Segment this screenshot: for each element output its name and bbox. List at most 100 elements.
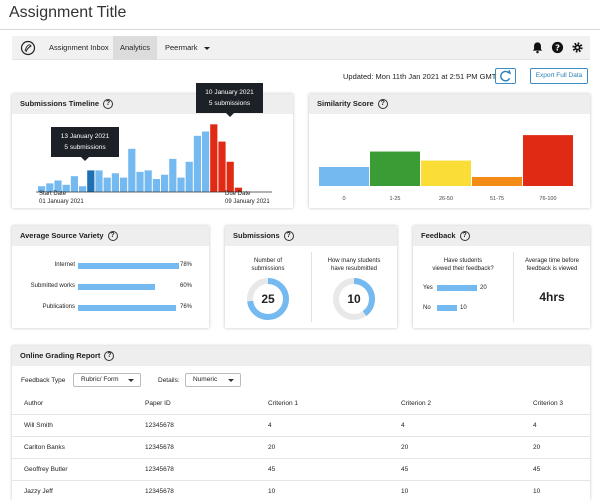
export-full-data-button[interactable]: Export Full Data	[530, 68, 588, 84]
table-cell: 20	[533, 444, 541, 451]
tab-assignment-inbox[interactable]: Assignment Inbox	[49, 43, 109, 52]
refresh-button[interactable]	[495, 68, 516, 84]
bell-icon[interactable]	[531, 41, 544, 54]
table-cell: 45	[268, 466, 276, 473]
timeline-bar[interactable]	[54, 180, 62, 192]
timeline-bar[interactable]	[234, 187, 242, 192]
help-icon[interactable]: ?	[104, 351, 115, 362]
similarity-bar[interactable]	[523, 135, 573, 186]
timeline-bar[interactable]	[218, 141, 226, 192]
label-line: Number of	[253, 258, 282, 264]
timeline-bar[interactable]	[120, 177, 128, 192]
due-date-value: 09 January 2021	[225, 199, 270, 205]
timeline-bar[interactable]	[136, 171, 144, 192]
table-cell: 20	[401, 444, 409, 451]
due-date-label: Due Date	[225, 191, 251, 197]
submissions-card: Submissions? Number of submissions 25 Ho…	[225, 226, 397, 328]
timeline-bar[interactable]	[111, 173, 119, 192]
gear-icon[interactable]	[571, 41, 584, 54]
tooltip-count: 5 submissions	[64, 144, 106, 151]
label-line: How many students	[327, 258, 381, 264]
column-header[interactable]: Author	[24, 400, 44, 407]
column-header[interactable]: Criterion 1	[268, 400, 298, 407]
help-icon[interactable]: ?	[107, 231, 118, 242]
variety-label: Submitted works	[30, 283, 75, 289]
timeline-bar[interactable]	[177, 177, 185, 192]
similarity-bar[interactable]	[319, 166, 369, 186]
tab-peermark[interactable]: Peermark	[158, 36, 217, 60]
yes-label: Yes	[423, 285, 433, 291]
label-line: Average time before	[525, 258, 579, 264]
table-cell: 10	[268, 488, 276, 495]
card-title: Submissions	[233, 231, 280, 240]
source-variety-card: Average Source Variety? Internet 78% Subm…	[12, 226, 209, 328]
table-row[interactable]: Jazzy Jeff 12345678 10 10 10	[12, 481, 590, 500]
similarity-bar[interactable]	[472, 176, 522, 186]
variety-pct: 78%	[180, 262, 193, 268]
timeline-bar[interactable]	[169, 158, 177, 192]
card-title: Feedback	[421, 231, 456, 240]
tooltip-10-january: 10 January 2021 5 submissions	[196, 83, 263, 117]
timeline-bar[interactable]	[46, 183, 54, 192]
timeline-bar[interactable]	[144, 170, 152, 192]
page-title: Assignment Title	[9, 4, 127, 21]
app-logo-icon[interactable]	[20, 40, 36, 56]
column-header[interactable]: Criterion 2	[401, 400, 431, 407]
help-icon[interactable]: ?	[551, 41, 564, 54]
variety-pct: 76%	[180, 304, 193, 310]
similarity-score-card: Similarity Score? 0 1-25 26-50 51-75 76-100	[309, 94, 590, 208]
divider	[311, 252, 312, 322]
card-header: Feedback?	[413, 226, 590, 246]
nav-bar: Assignment Inbox Analytics Peermark ?	[12, 36, 590, 60]
table-row[interactable]: Carlton Banks 12345678 20 20 20	[12, 437, 590, 459]
timeline-bar[interactable]	[95, 170, 103, 192]
column-header[interactable]: Paper ID	[145, 400, 171, 407]
timeline-bar[interactable]	[103, 177, 111, 192]
similarity-bar[interactable]	[421, 160, 471, 186]
table-cell: 45	[533, 466, 541, 473]
timeline-bar[interactable]	[70, 176, 78, 192]
card-header: Online Grading Report?	[12, 346, 590, 366]
divider	[513, 252, 514, 322]
timeline-bar[interactable]	[226, 161, 234, 192]
similarity-tick-label: 0	[342, 196, 345, 202]
feedback-type-select[interactable]: Rubric/ Form	[73, 373, 141, 387]
variety-label: Publications	[42, 304, 75, 310]
timeline-bar[interactable]	[193, 135, 201, 192]
help-icon[interactable]: ?	[103, 99, 114, 110]
timeline-bar[interactable]	[185, 161, 193, 192]
details-select[interactable]: Numeric	[185, 373, 241, 387]
column-header[interactable]: Criterion 3	[533, 400, 563, 407]
timeline-bar[interactable]	[38, 186, 46, 192]
label-line: have resubmitted	[330, 266, 378, 272]
tab-analytics[interactable]: Analytics	[113, 36, 158, 60]
table-row[interactable]: Geoffrey Butler 12345678 45 45 45	[12, 459, 590, 481]
timeline-bar[interactable]	[161, 174, 169, 192]
timeline-bar[interactable]	[210, 124, 218, 192]
timeline-bar[interactable]	[87, 170, 95, 192]
similarity-tick-label: 1-25	[389, 196, 400, 202]
help-icon[interactable]: ?	[377, 99, 388, 110]
card-title: Submissions Timeline	[20, 99, 100, 108]
help-icon[interactable]: ?	[283, 231, 294, 242]
table-cell: Carlton Banks	[24, 444, 65, 451]
timeline-bar[interactable]	[152, 179, 160, 192]
timeline-bar[interactable]	[202, 131, 210, 192]
last-updated-text: Updated: Mon 11th Jan 2021 at 2:51 PM GM…	[343, 72, 497, 81]
timeline-bar[interactable]	[62, 184, 70, 192]
table-cell: 10	[533, 488, 541, 495]
help-icon[interactable]: ?	[459, 231, 470, 242]
timeline-bar[interactable]	[128, 148, 136, 192]
no-bar	[437, 305, 457, 311]
yes-value: 20	[480, 285, 487, 291]
timeline-bar[interactable]	[79, 186, 87, 192]
timeline-chart	[36, 124, 272, 193]
tooltip-13-january: 13 January 2021 5 submissions	[51, 127, 119, 161]
feedback-type-label: Feedback Type	[21, 377, 66, 384]
table-cell: 12345678	[145, 422, 174, 429]
table-row[interactable]: Will Smith 12345678 4 4 4	[12, 415, 590, 437]
similarity-bar[interactable]	[370, 151, 420, 186]
variety-bar	[78, 284, 155, 290]
table-cell: 4	[268, 422, 272, 429]
svg-text:?: ?	[555, 42, 560, 52]
